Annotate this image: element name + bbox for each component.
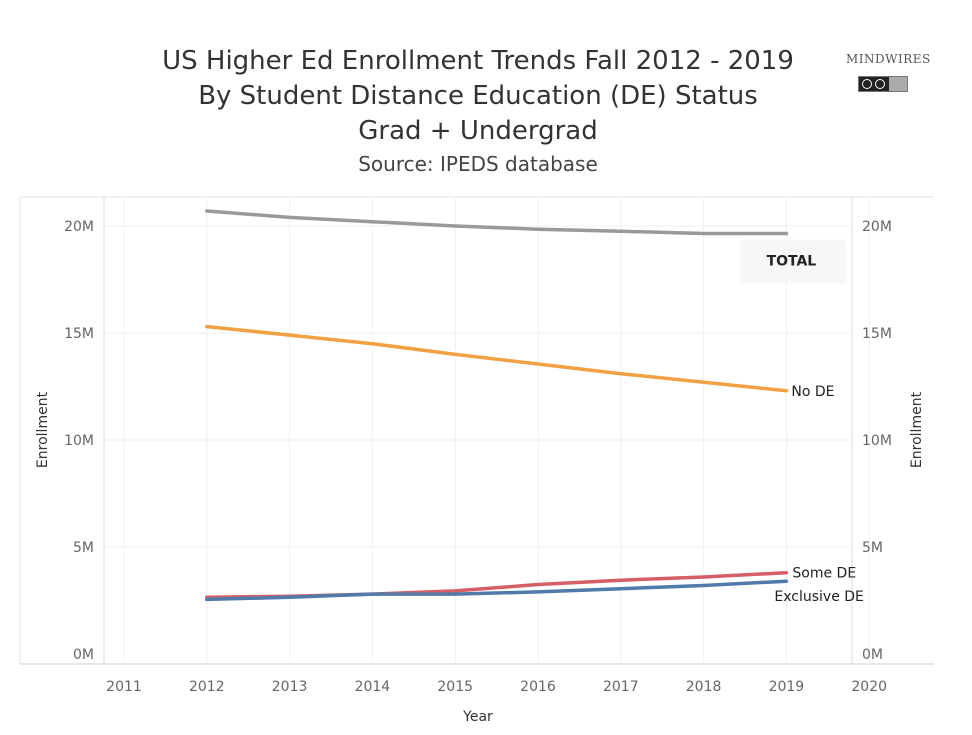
chart-subtitle: By Student Distance Education (DE) Statu… — [198, 81, 758, 111]
series-line-total — [205, 209, 789, 236]
y-axis-title-left: Enrollment — [35, 391, 51, 468]
series-line-exclusive-de — [205, 579, 789, 602]
y-tick-label-left: 15M — [64, 326, 94, 342]
chart-subtitle-scope: Grad + Undergrad — [358, 116, 598, 146]
logo-text: MINDWIRES — [846, 52, 931, 66]
x-tick-label: 2018 — [686, 679, 722, 695]
y-tick-label-right: 0M — [862, 647, 883, 663]
y-axis-title-right: Enrollment — [909, 391, 925, 468]
y-tick-label-left: 0M — [73, 647, 94, 663]
y-tick-label-right: 5M — [862, 540, 883, 556]
x-tick-label: 2014 — [355, 679, 391, 695]
x-tick-label: 2011 — [106, 679, 142, 695]
chart-title-block: US Higher Ed Enrollment Trends Fall 2012… — [0, 44, 956, 179]
chart-title: US Higher Ed Enrollment Trends Fall 2012… — [162, 46, 794, 76]
y-tick-label-right: 10M — [862, 433, 892, 449]
x-tick-label: 2013 — [272, 679, 308, 695]
x-tick-label: 2016 — [520, 679, 556, 695]
x-tick-label: 2019 — [769, 679, 805, 695]
y-tick-label-left: 5M — [73, 540, 94, 556]
series-label-no-de: No DE — [791, 384, 834, 400]
creative-commons-icon — [858, 76, 908, 92]
x-tick-label: 2015 — [437, 679, 473, 695]
y-tick-label-right: 15M — [862, 326, 892, 342]
series-label-exclusive-de: Exclusive DE — [774, 589, 864, 605]
x-tick-label: 2020 — [851, 679, 887, 695]
mindwires-logo: MINDWIRES — [846, 52, 931, 98]
series-label-total: TOTAL — [767, 253, 817, 269]
series-label-some-de: Some DE — [792, 566, 856, 582]
series-line-no-de — [205, 324, 789, 393]
y-tick-label-left: 20M — [64, 219, 94, 235]
x-tick-label: 2017 — [603, 679, 639, 695]
x-axis-title: Year — [462, 709, 493, 725]
chart-source: Source: IPEDS database — [358, 152, 598, 176]
total-label-box — [740, 239, 847, 284]
y-tick-label-right: 20M — [862, 219, 892, 235]
y-tick-label-left: 10M — [64, 433, 94, 449]
x-tick-label: 2012 — [189, 679, 225, 695]
